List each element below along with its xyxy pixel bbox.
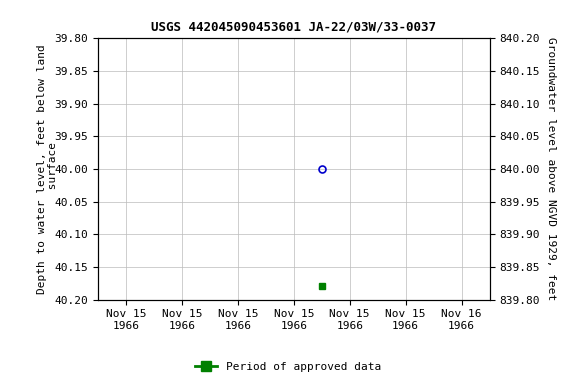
Y-axis label: Groundwater level above NGVD 1929, feet: Groundwater level above NGVD 1929, feet [546, 37, 556, 301]
Y-axis label: Depth to water level, feet below land
 surface: Depth to water level, feet below land su… [37, 44, 58, 294]
Title: USGS 442045090453601 JA-22/03W/33-0037: USGS 442045090453601 JA-22/03W/33-0037 [151, 20, 436, 33]
Legend: Period of approved data: Period of approved data [191, 358, 385, 377]
